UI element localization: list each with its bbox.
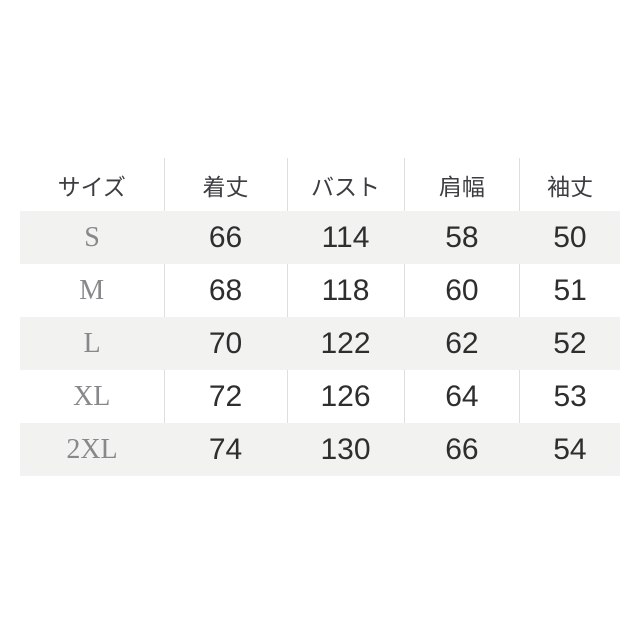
size-label: 2XL [66,433,118,465]
sleeve-length-value: 54 [553,432,587,466]
sleeve-length-value: 50 [553,220,587,254]
size-label: XL [73,380,111,412]
body-length-value: 70 [208,326,243,360]
shoulder-width-value: 66 [445,432,479,466]
sleeve-length-value: 52 [553,326,587,360]
column-header-sleeve-length: 袖丈 [519,158,620,211]
body-length-value: 68 [163,264,287,317]
body-length-value: 72 [163,370,287,423]
header-row: サイズ 着丈 バスト 肩幅 袖丈 [20,158,620,211]
bust-value: 118 [286,264,404,317]
shoulder-width-value: 58 [445,220,479,254]
table-row-2xl: 2XL 74 130 66 54 [20,423,620,476]
shoulder-width-value: 62 [445,326,479,360]
size-label: M [79,274,105,306]
column-header-size: サイズ [20,158,164,211]
column-header-shoulder-width: 肩幅 [403,158,520,211]
column-header-bust: バスト [286,158,404,211]
size-chart-table: サイズ 着丈 バスト 肩幅 袖丈 S 66 114 58 50 M 68 118… [20,158,620,476]
body-length-value: 74 [208,432,243,466]
size-label: S [84,221,100,253]
table-row-m: M 68 118 60 51 [20,264,620,317]
bust-value: 126 [286,370,404,423]
sleeve-length-value: 51 [519,264,620,317]
shoulder-width-value: 64 [403,370,520,423]
size-label: L [83,327,101,359]
body-length-value: 66 [208,220,243,254]
table-row-xl: XL 72 126 64 53 [20,370,620,423]
shoulder-width-value: 60 [403,264,520,317]
bust-value: 122 [320,326,371,360]
column-header-body-length: 着丈 [163,158,287,211]
bust-value: 130 [320,432,371,466]
table-row-l: L 70 122 62 52 [20,317,620,370]
bust-value: 114 [321,220,370,254]
table-row-s: S 66 114 58 50 [20,211,620,264]
sleeve-length-value: 53 [519,370,620,423]
